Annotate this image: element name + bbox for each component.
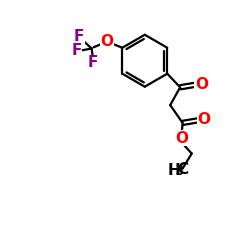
Text: O: O [198, 112, 210, 128]
Text: F: F [71, 43, 82, 58]
Text: H: H [167, 162, 180, 178]
Text: O: O [195, 77, 208, 92]
Text: C: C [178, 162, 189, 177]
Text: F: F [74, 29, 84, 44]
Text: O: O [100, 34, 114, 49]
Text: 3: 3 [175, 167, 183, 177]
Text: O: O [175, 131, 188, 146]
Text: F: F [88, 55, 98, 70]
